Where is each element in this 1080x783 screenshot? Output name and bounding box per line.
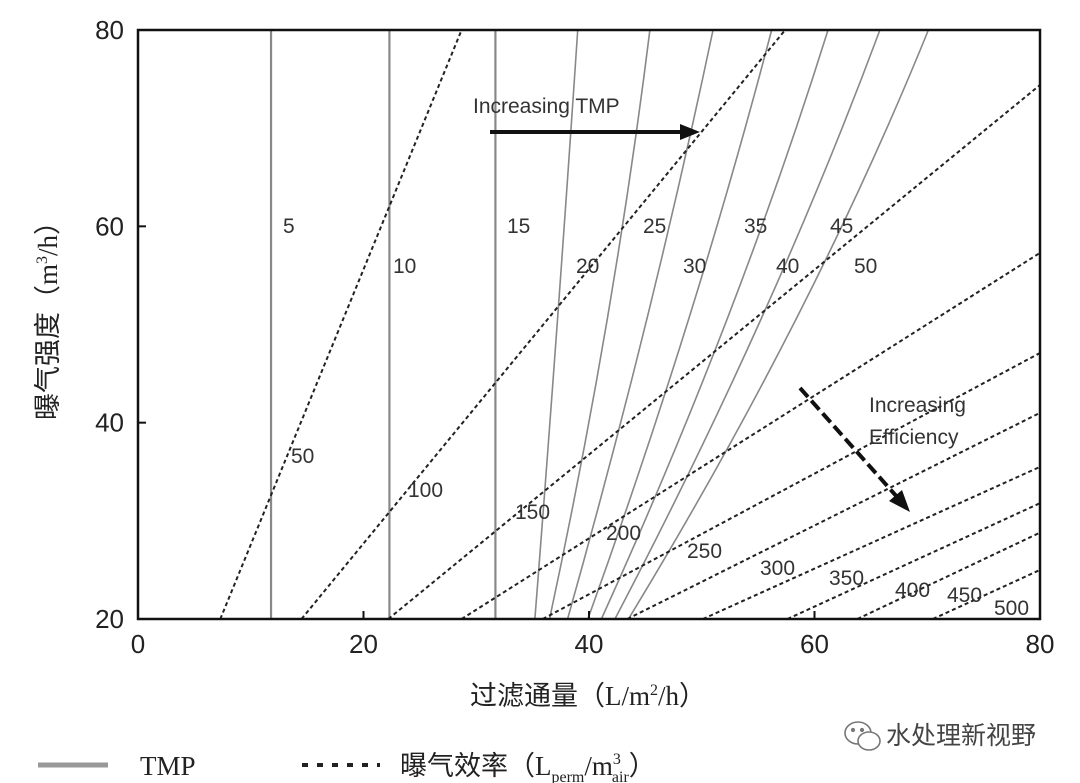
tmp-line-30	[566, 29, 714, 620]
y-axis-label-main: 曝气强度（m	[33, 264, 63, 420]
efficiency-label-450: 450	[947, 584, 982, 607]
x-axis-label-end: /h）	[658, 681, 706, 711]
tmp-line-40	[600, 29, 829, 620]
legend-eff-mid: /m	[584, 751, 613, 781]
efficiency-label-100: 100	[408, 479, 443, 502]
tmp-label-20: 20	[576, 255, 599, 278]
efficiency-label-350: 350	[829, 567, 864, 590]
efficiency-series-layer	[219, 29, 1041, 620]
x-axis-label-main: 过滤通量（L/m	[470, 681, 650, 711]
x-tick-label: 80	[1026, 629, 1055, 659]
tmp-line-35	[587, 29, 773, 620]
efficiency-line-50	[219, 29, 463, 620]
annotation-increasing-tmp: Increasing TMP	[473, 95, 620, 118]
watermark-text: 水处理新视野	[886, 721, 1036, 750]
tmp-label-40: 40	[776, 255, 799, 278]
efficiency-label-400: 400	[895, 579, 930, 602]
legend-eff-sup: 3	[613, 751, 621, 768]
tmp-series-layer	[269, 29, 930, 620]
efficiency-line-400	[787, 502, 1041, 620]
legend: TMP 曝气效率（Lperm/m3 air）	[38, 751, 656, 783]
tmp-label-45: 45	[830, 215, 853, 238]
legend-eff-end: ）	[629, 751, 656, 781]
y-axis-label-end: /h）	[33, 208, 63, 256]
y-tick-label: 80	[95, 15, 124, 45]
arrow-down-right-dashed-icon	[798, 386, 910, 512]
tmp-line-25	[548, 29, 651, 620]
legend-efficiency-label: 曝气效率（Lperm/m3 air）	[400, 751, 656, 783]
x-tick-label: 60	[800, 629, 829, 659]
efficiency-label-500: 500	[994, 597, 1029, 620]
annotation-increasing-efficiency-2: Efficiency	[869, 426, 959, 449]
legend-eff-sub2: air	[612, 769, 630, 783]
efficiency-label-50: 50	[291, 445, 314, 468]
efficiency-label-150: 150	[515, 501, 550, 524]
efficiency-line-100	[300, 29, 786, 620]
y-tick-label: 20	[95, 604, 124, 634]
efficiency-line-500	[932, 569, 1041, 620]
efficiency-line-200	[461, 251, 1041, 620]
y-axis-label: 曝气强度（m3/h）	[33, 208, 63, 420]
tmp-label-30: 30	[683, 255, 706, 278]
tmp-label-10: 10	[393, 255, 416, 278]
tmp-label-15: 15	[507, 215, 530, 238]
plot-frame	[136, 28, 1042, 621]
tmp-label-50: 50	[854, 255, 877, 278]
x-axis-label-sup: 2	[650, 682, 658, 699]
y-axis-label-sup: 3	[34, 256, 51, 264]
tmp-label-25: 25	[643, 215, 666, 238]
legend-eff-sub1: perm	[552, 769, 585, 783]
tmp-label-5: 5	[283, 215, 295, 238]
efficiency-label-300: 300	[760, 557, 795, 580]
legend-eff-main: 曝气效率（L	[400, 751, 552, 781]
annotation-increasing-efficiency-1: Increasing	[869, 394, 966, 417]
y-tick-label: 60	[95, 211, 124, 241]
tmp-label-35: 35	[744, 215, 767, 238]
efficiency-line-450	[856, 531, 1041, 620]
tmp-line-20	[534, 29, 579, 620]
efficiency-line-250	[542, 352, 1041, 620]
tmp-line-45	[614, 29, 881, 620]
wechat-icon	[844, 721, 881, 751]
tmp-line-50	[627, 29, 930, 620]
x-tick-label: 0	[131, 629, 145, 659]
efficiency-line-150	[387, 84, 1041, 620]
arrow-right-icon	[490, 124, 700, 140]
x-tick-label: 40	[575, 629, 604, 659]
efficiency-label-250: 250	[687, 540, 722, 563]
efficiency-label-200: 200	[606, 522, 641, 545]
x-axis-label: 过滤通量（L/m2/h）	[470, 681, 706, 711]
legend-tmp-label: TMP	[140, 751, 196, 781]
watermark: 水处理新视野	[844, 721, 1036, 751]
efficiency-line-350	[702, 465, 1041, 620]
x-tick-label: 20	[349, 629, 378, 659]
y-tick-label: 40	[95, 408, 124, 438]
